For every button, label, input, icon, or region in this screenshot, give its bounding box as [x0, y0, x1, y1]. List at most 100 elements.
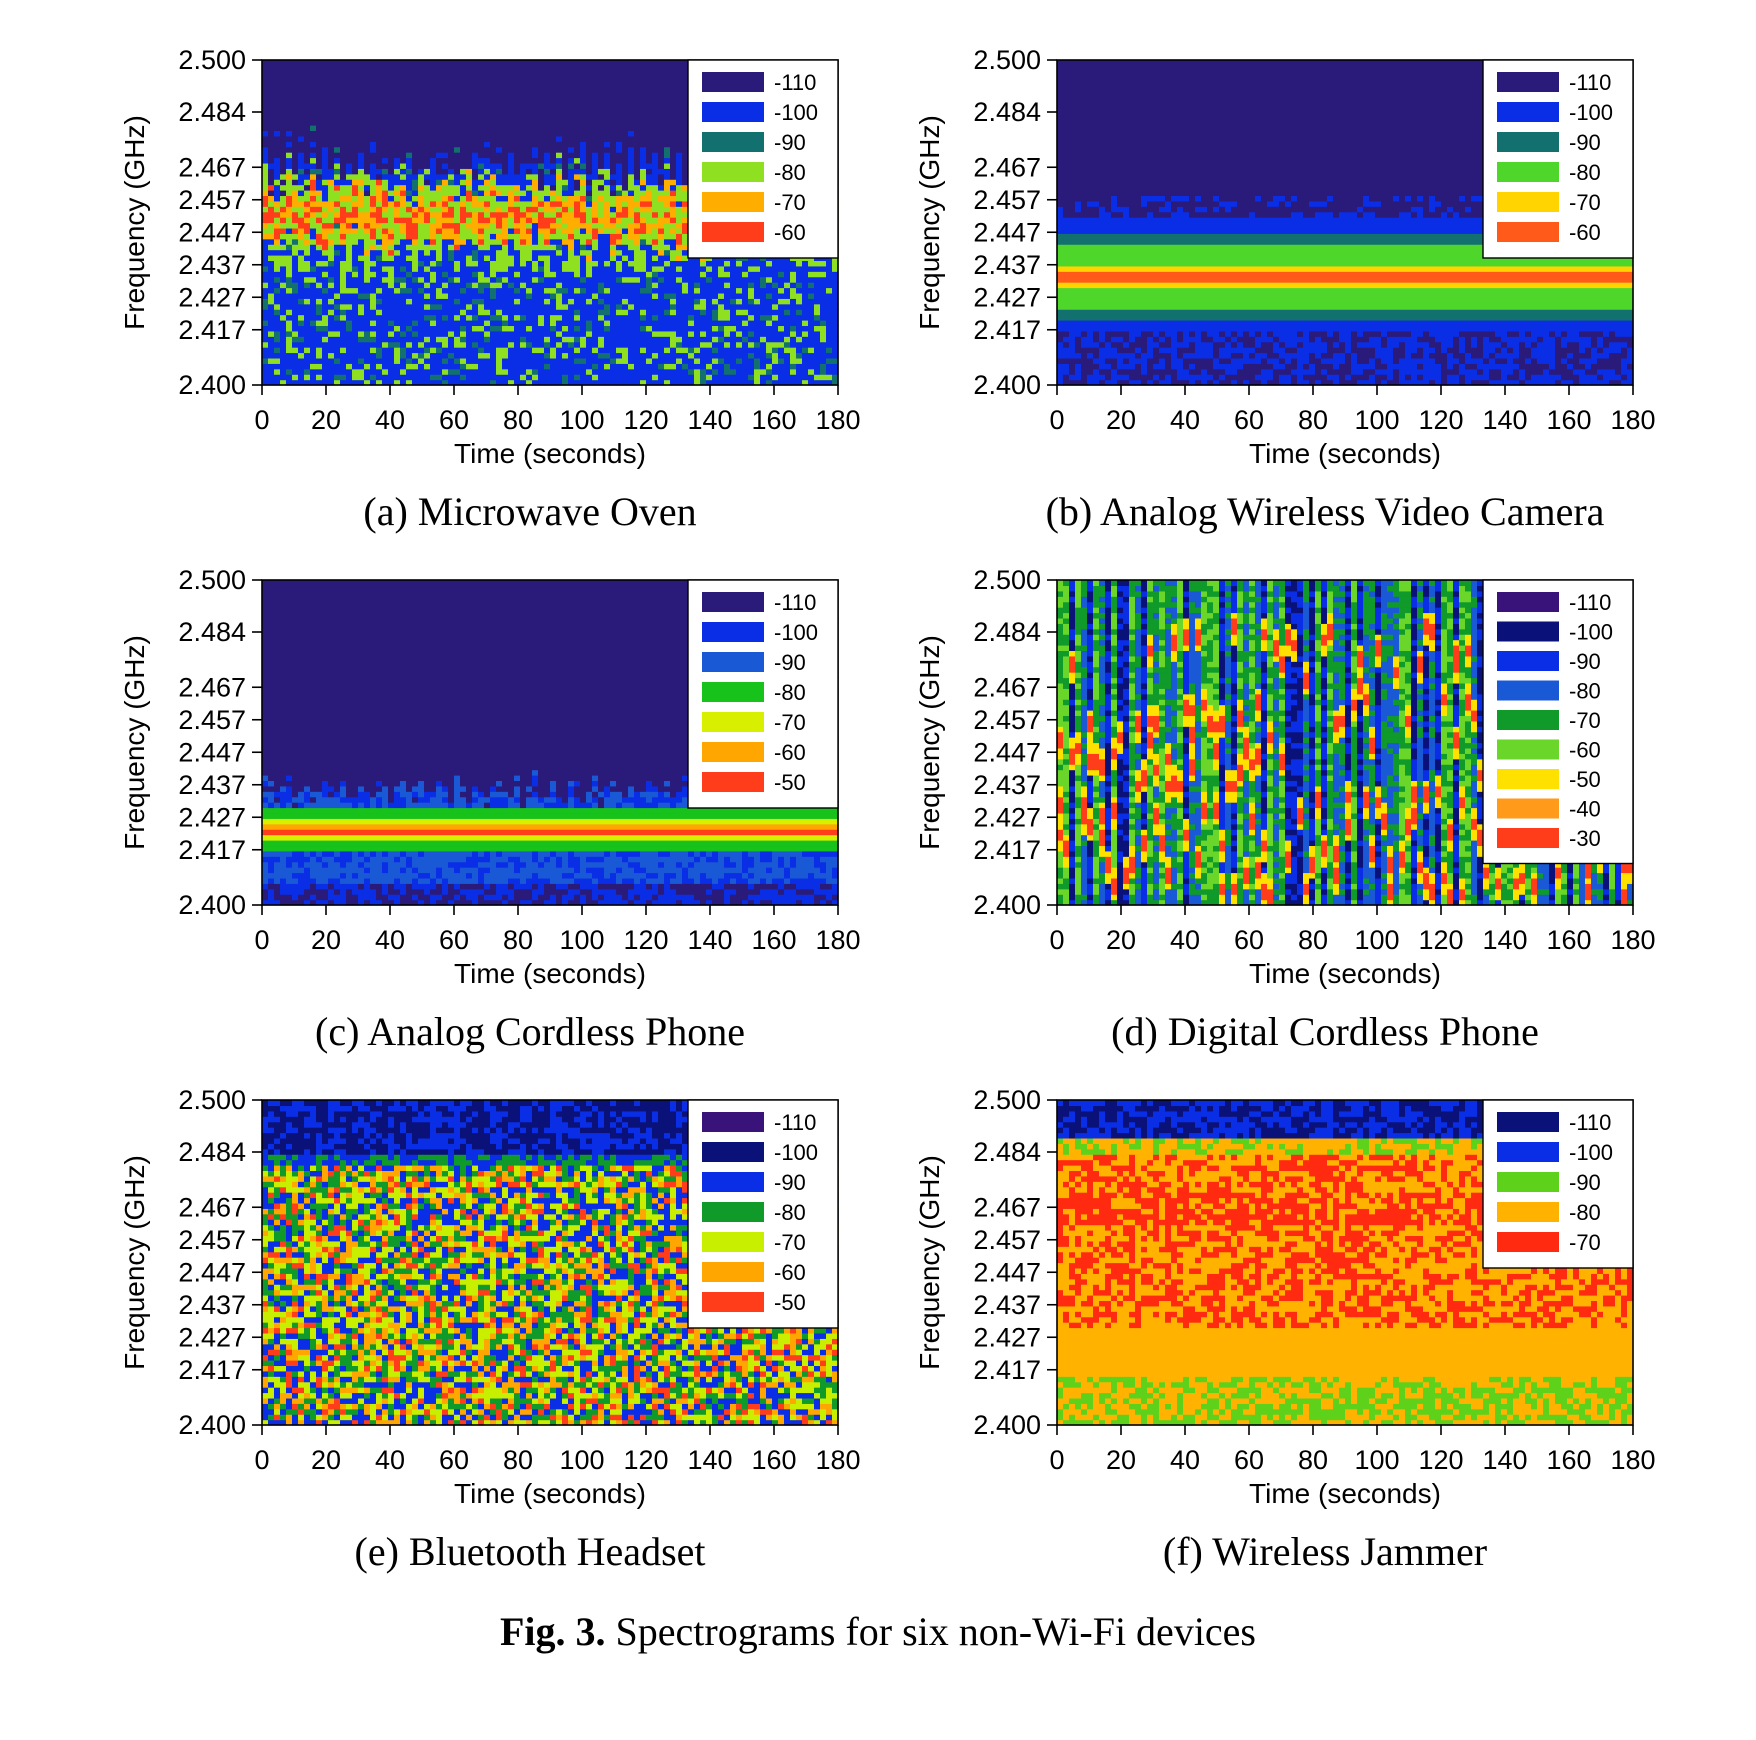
heatmap-cell	[292, 228, 299, 234]
heatmap-cell	[388, 60, 395, 66]
heatmap-cell	[652, 190, 659, 196]
heatmap-cell	[334, 147, 341, 153]
heatmap-cell	[292, 174, 299, 180]
heatmap-cell	[484, 353, 491, 359]
heatmap-cell	[616, 347, 623, 353]
heatmap-cell	[328, 282, 335, 288]
heatmap-cell	[328, 71, 335, 77]
heatmap-cell	[412, 309, 419, 315]
heatmap-cell	[310, 374, 317, 380]
heatmap-cell	[280, 250, 287, 256]
heatmap-cell	[490, 65, 497, 71]
heatmap-cell	[532, 109, 539, 115]
heatmap-cell	[388, 168, 395, 174]
heatmap-cell	[382, 93, 389, 99]
heatmap-cell	[622, 369, 629, 375]
heatmap-cell	[466, 320, 473, 326]
heatmap-cell	[376, 250, 383, 256]
heatmap-cell	[742, 320, 749, 326]
heatmap-cell	[472, 374, 479, 380]
heatmap-cell	[394, 71, 401, 77]
heatmap-cell	[646, 228, 653, 234]
heatmap-cell	[322, 374, 329, 380]
heatmap-cell	[544, 266, 551, 272]
heatmap-cell	[628, 125, 635, 131]
heatmap-cell	[460, 363, 467, 369]
heatmap-cell	[412, 277, 419, 283]
heatmap-cell	[400, 190, 407, 196]
heatmap-cell	[268, 363, 275, 369]
heatmap-cell	[298, 174, 305, 180]
heatmap-cell	[430, 374, 437, 380]
heatmap-cell	[502, 212, 509, 218]
heatmap-cell	[328, 266, 335, 272]
heatmap-cell	[652, 130, 659, 136]
heatmap-cell	[526, 141, 533, 147]
heatmap-cell	[376, 358, 383, 364]
heatmap-cell	[274, 103, 281, 109]
heatmap-cell	[430, 120, 437, 126]
heatmap-cell	[550, 277, 557, 283]
heatmap-cell	[544, 331, 551, 337]
heatmap-cell	[568, 223, 575, 229]
heatmap-cell	[556, 250, 563, 256]
heatmap-cell	[580, 358, 587, 364]
heatmap-cell	[316, 266, 323, 272]
heatmap-cell	[490, 206, 497, 212]
heatmap-cell	[538, 212, 545, 218]
heatmap-cell	[412, 76, 419, 82]
heatmap-cell	[382, 347, 389, 353]
heatmap-cell	[364, 320, 371, 326]
heatmap-cell	[580, 190, 587, 196]
heatmap-cell	[592, 60, 599, 66]
heatmap-cell	[496, 109, 503, 115]
heatmap-cell	[460, 65, 467, 71]
heatmap-cell	[502, 152, 509, 158]
heatmap-cell	[454, 141, 461, 147]
heatmap-cell	[394, 353, 401, 359]
heatmap-cell	[610, 304, 617, 310]
heatmap-cell	[598, 255, 605, 261]
heatmap-cell	[652, 147, 659, 153]
heatmap-cell	[556, 233, 563, 239]
heatmap-cell	[664, 353, 671, 359]
heatmap-cell	[622, 244, 629, 250]
heatmap-cell	[544, 260, 551, 266]
heatmap-cell	[436, 244, 443, 250]
heatmap-cell	[298, 282, 305, 288]
heatmap-cell	[538, 195, 545, 201]
heatmap-cell	[622, 125, 629, 131]
heatmap-cell	[568, 358, 575, 364]
heatmap-cell	[274, 158, 281, 164]
heatmap-cell	[580, 98, 587, 104]
heatmap-cell	[466, 342, 473, 348]
heatmap-cell	[604, 358, 611, 364]
heatmap-cell	[514, 147, 521, 153]
heatmap-cell	[490, 114, 497, 120]
heatmap-cell	[484, 174, 491, 180]
heatmap-cell	[274, 342, 281, 348]
heatmap-cell	[298, 320, 305, 326]
heatmap-cell	[592, 212, 599, 218]
heatmap-cell	[622, 93, 629, 99]
heatmap-cell	[472, 103, 479, 109]
heatmap-cell	[670, 130, 677, 136]
heatmap-cell	[502, 60, 509, 66]
heatmap-cell	[484, 228, 491, 234]
heatmap-cell	[364, 93, 371, 99]
heatmap-cell	[556, 185, 563, 191]
heatmap-cell	[592, 309, 599, 315]
heatmap-cell	[280, 320, 287, 326]
heatmap-cell	[556, 136, 563, 142]
heatmap-cell	[406, 190, 413, 196]
heatmap-cell	[394, 201, 401, 207]
heatmap-cell	[370, 130, 377, 136]
heatmap-cell	[316, 239, 323, 245]
heatmap-cell	[400, 325, 407, 331]
heatmap-cell	[526, 271, 533, 277]
heatmap-cell	[484, 239, 491, 245]
heatmap-cell	[370, 331, 377, 337]
heatmap-cell	[334, 244, 341, 250]
heatmap-cell	[268, 217, 275, 223]
heatmap-cell	[622, 185, 629, 191]
